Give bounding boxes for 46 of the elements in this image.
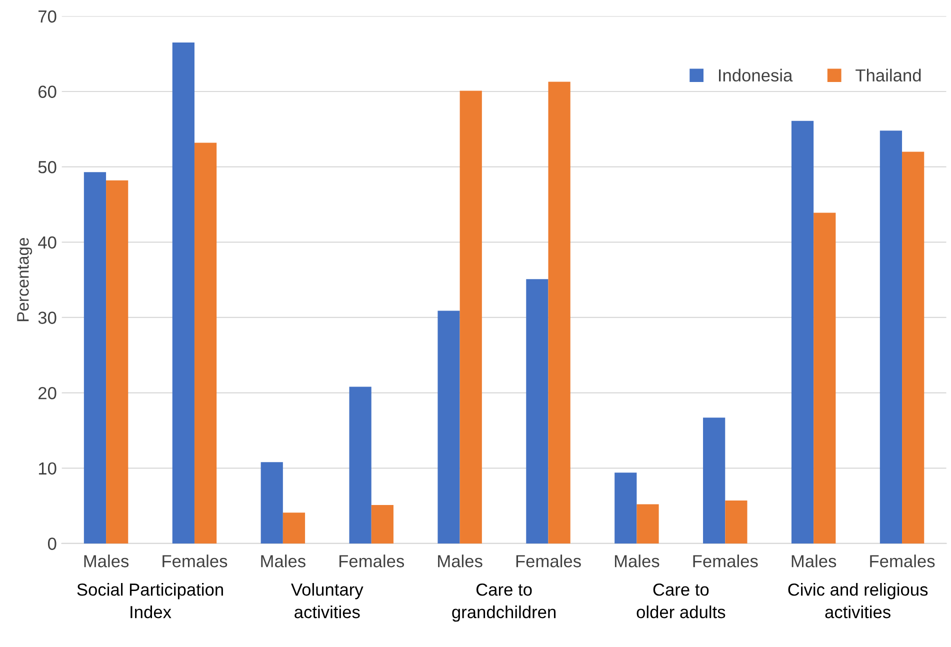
x-tick-label: Females: [162, 554, 228, 568]
y-tick-label: 20: [38, 386, 56, 400]
y-tick-label: 30: [38, 312, 56, 324]
y-axis-title: Percentage: [17, 238, 32, 322]
y-tick-label: 70: [38, 10, 56, 23]
bar: [902, 152, 924, 544]
x-tick-label: Males: [438, 554, 482, 568]
bar: [371, 505, 394, 544]
text: Social Participation Index: [77, 583, 223, 618]
y-tick-label: 50: [38, 161, 56, 174]
y-tick-label: 40: [38, 236, 56, 249]
bar: [349, 386, 372, 544]
bar: [814, 212, 836, 544]
bar: [725, 500, 748, 544]
bar: [438, 310, 460, 544]
bar: [172, 42, 194, 544]
bar: [84, 172, 106, 544]
bar: [260, 462, 283, 544]
bar: [791, 120, 814, 544]
text: Civic and religious activities: [788, 583, 928, 618]
bar: [703, 418, 726, 544]
x-tick-label: Males: [261, 554, 306, 568]
bar: [460, 90, 482, 544]
bar: [614, 472, 637, 544]
bar: [282, 512, 306, 544]
text: Care to grandchildren: [452, 583, 556, 622]
y-tick-label: 10: [38, 462, 56, 475]
x-tick-label: Females: [516, 554, 581, 568]
bar: [526, 279, 548, 544]
bar: [106, 180, 128, 544]
x-tick-label: Males: [614, 554, 660, 568]
x-tick-label: Females: [693, 554, 758, 568]
x-tick-label: Males: [792, 554, 836, 568]
x-tick-label: Females: [340, 554, 404, 568]
bar: [194, 142, 217, 544]
x-tick-label: Females: [870, 554, 935, 568]
legend-label: Indonesia: [719, 68, 793, 82]
y-tick-label: 0: [48, 538, 56, 550]
text: Voluntary activities: [291, 583, 364, 618]
bar: [880, 130, 902, 544]
legend-label: Thailand: [856, 68, 921, 82]
bar: [636, 504, 659, 544]
y-tick-label: 60: [38, 86, 56, 98]
x-tick-label: Males: [84, 554, 129, 568]
text: Care to older adults: [636, 583, 726, 618]
bar: [548, 82, 570, 544]
